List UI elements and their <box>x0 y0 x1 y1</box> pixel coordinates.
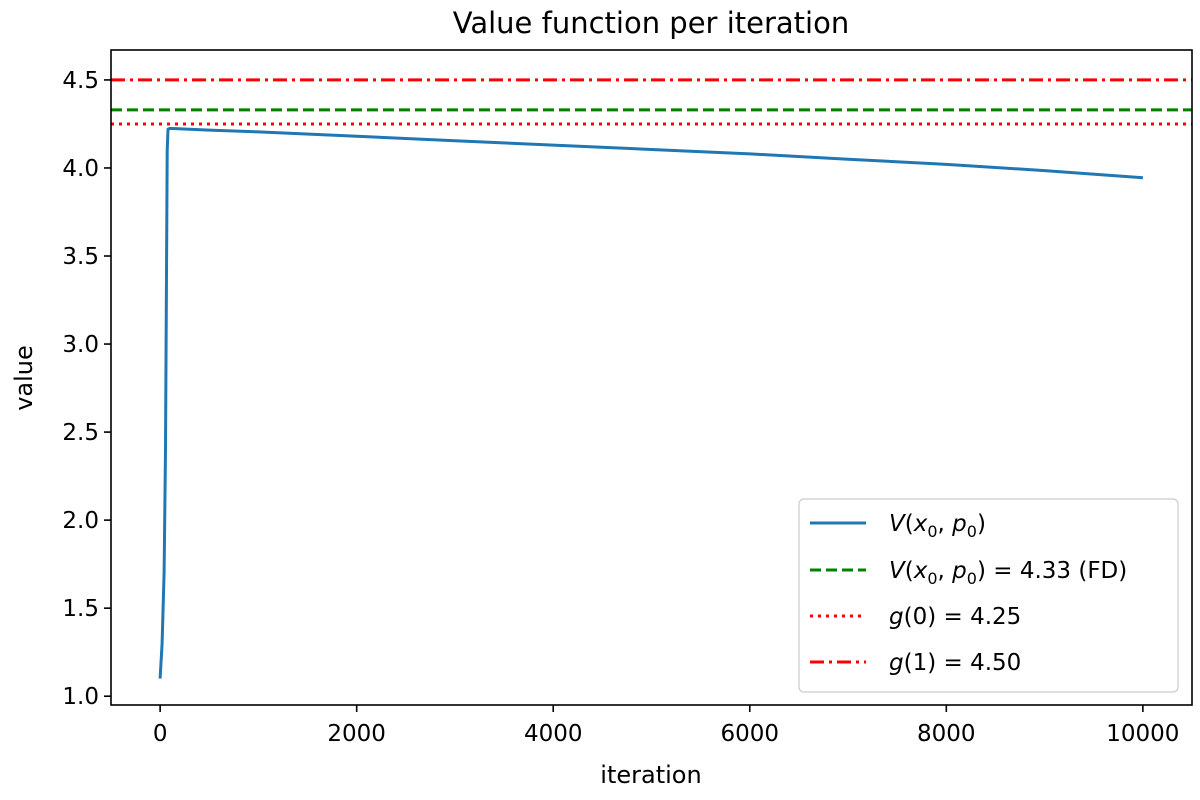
y-tick-label: 1.0 <box>62 684 99 710</box>
axis-ticks: 0 2000 4000 6000 8000 10000 1.0 1.5 2.0 2.5 3.0 3.5… <box>62 68 1179 747</box>
legend: V(x0, p0) V(x0, p0) = 4.33 (FD) g(0) = 4.2… <box>798 498 1179 693</box>
legend-label: V(x0, p0) <box>889 511 986 541</box>
series-line-value <box>158 126 1144 679</box>
y-tick-label: 3.0 <box>62 332 99 358</box>
y-axis-label: value <box>10 345 38 411</box>
x-tick-label: 10000 <box>1106 721 1179 747</box>
x-tick-label: 4000 <box>524 721 583 747</box>
legend-label: g(0) = 4.25 <box>889 604 1021 630</box>
x-tick-label: 6000 <box>720 721 779 747</box>
y-tick-label: 4.0 <box>62 156 99 182</box>
chart-title: Value function per iteration <box>453 6 849 40</box>
y-tick-label: 3.5 <box>62 244 99 270</box>
legend-frame <box>798 498 1179 693</box>
x-tick-label: 8000 <box>917 721 976 747</box>
plot-area <box>111 78 1192 679</box>
x-tick-label: 0 <box>153 721 168 747</box>
x-axis-label: iteration <box>600 761 701 789</box>
y-tick-label: 2.0 <box>62 508 99 534</box>
y-tick-label: 2.5 <box>62 420 99 446</box>
y-tick-label: 4.5 <box>62 68 99 94</box>
x-tick-label: 2000 <box>327 721 386 747</box>
axes-frame <box>110 49 1193 706</box>
legend-label: V(x0, p0) = 4.33 (FD) <box>889 558 1127 588</box>
legend-label: g(1) = 4.50 <box>889 650 1021 676</box>
y-tick-label: 1.5 <box>62 596 99 622</box>
